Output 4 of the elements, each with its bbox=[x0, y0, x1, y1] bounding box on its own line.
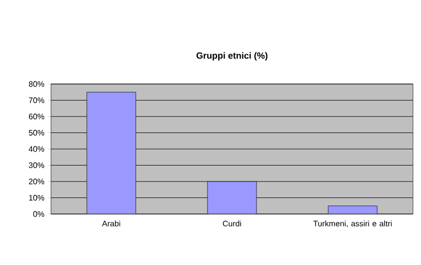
bar bbox=[207, 181, 257, 214]
chart-title: Gruppi etnici (%) bbox=[196, 52, 268, 61]
bar bbox=[86, 92, 136, 214]
bar bbox=[328, 206, 378, 214]
